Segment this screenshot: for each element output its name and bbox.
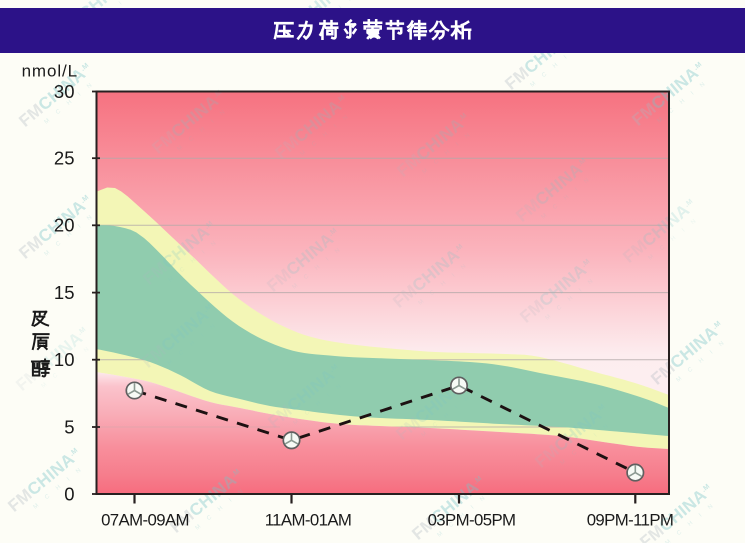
svg-text:10: 10 <box>54 349 75 370</box>
svg-text:07AM-09AM: 07AM-09AM <box>101 511 189 530</box>
svg-text:5: 5 <box>64 416 74 437</box>
svg-text:09PM-11PM: 09PM-11PM <box>587 511 674 530</box>
svg-text:0: 0 <box>64 483 74 504</box>
svg-text:30: 30 <box>54 81 75 102</box>
svg-text:nmol/L: nmol/L <box>22 62 78 81</box>
svg-text:15: 15 <box>54 282 75 303</box>
svg-text:25: 25 <box>54 148 75 169</box>
svg-text:20: 20 <box>54 215 75 236</box>
svg-text:11AM-01AM: 11AM-01AM <box>265 511 352 530</box>
svg-text:03PM-05PM: 03PM-05PM <box>428 511 516 530</box>
